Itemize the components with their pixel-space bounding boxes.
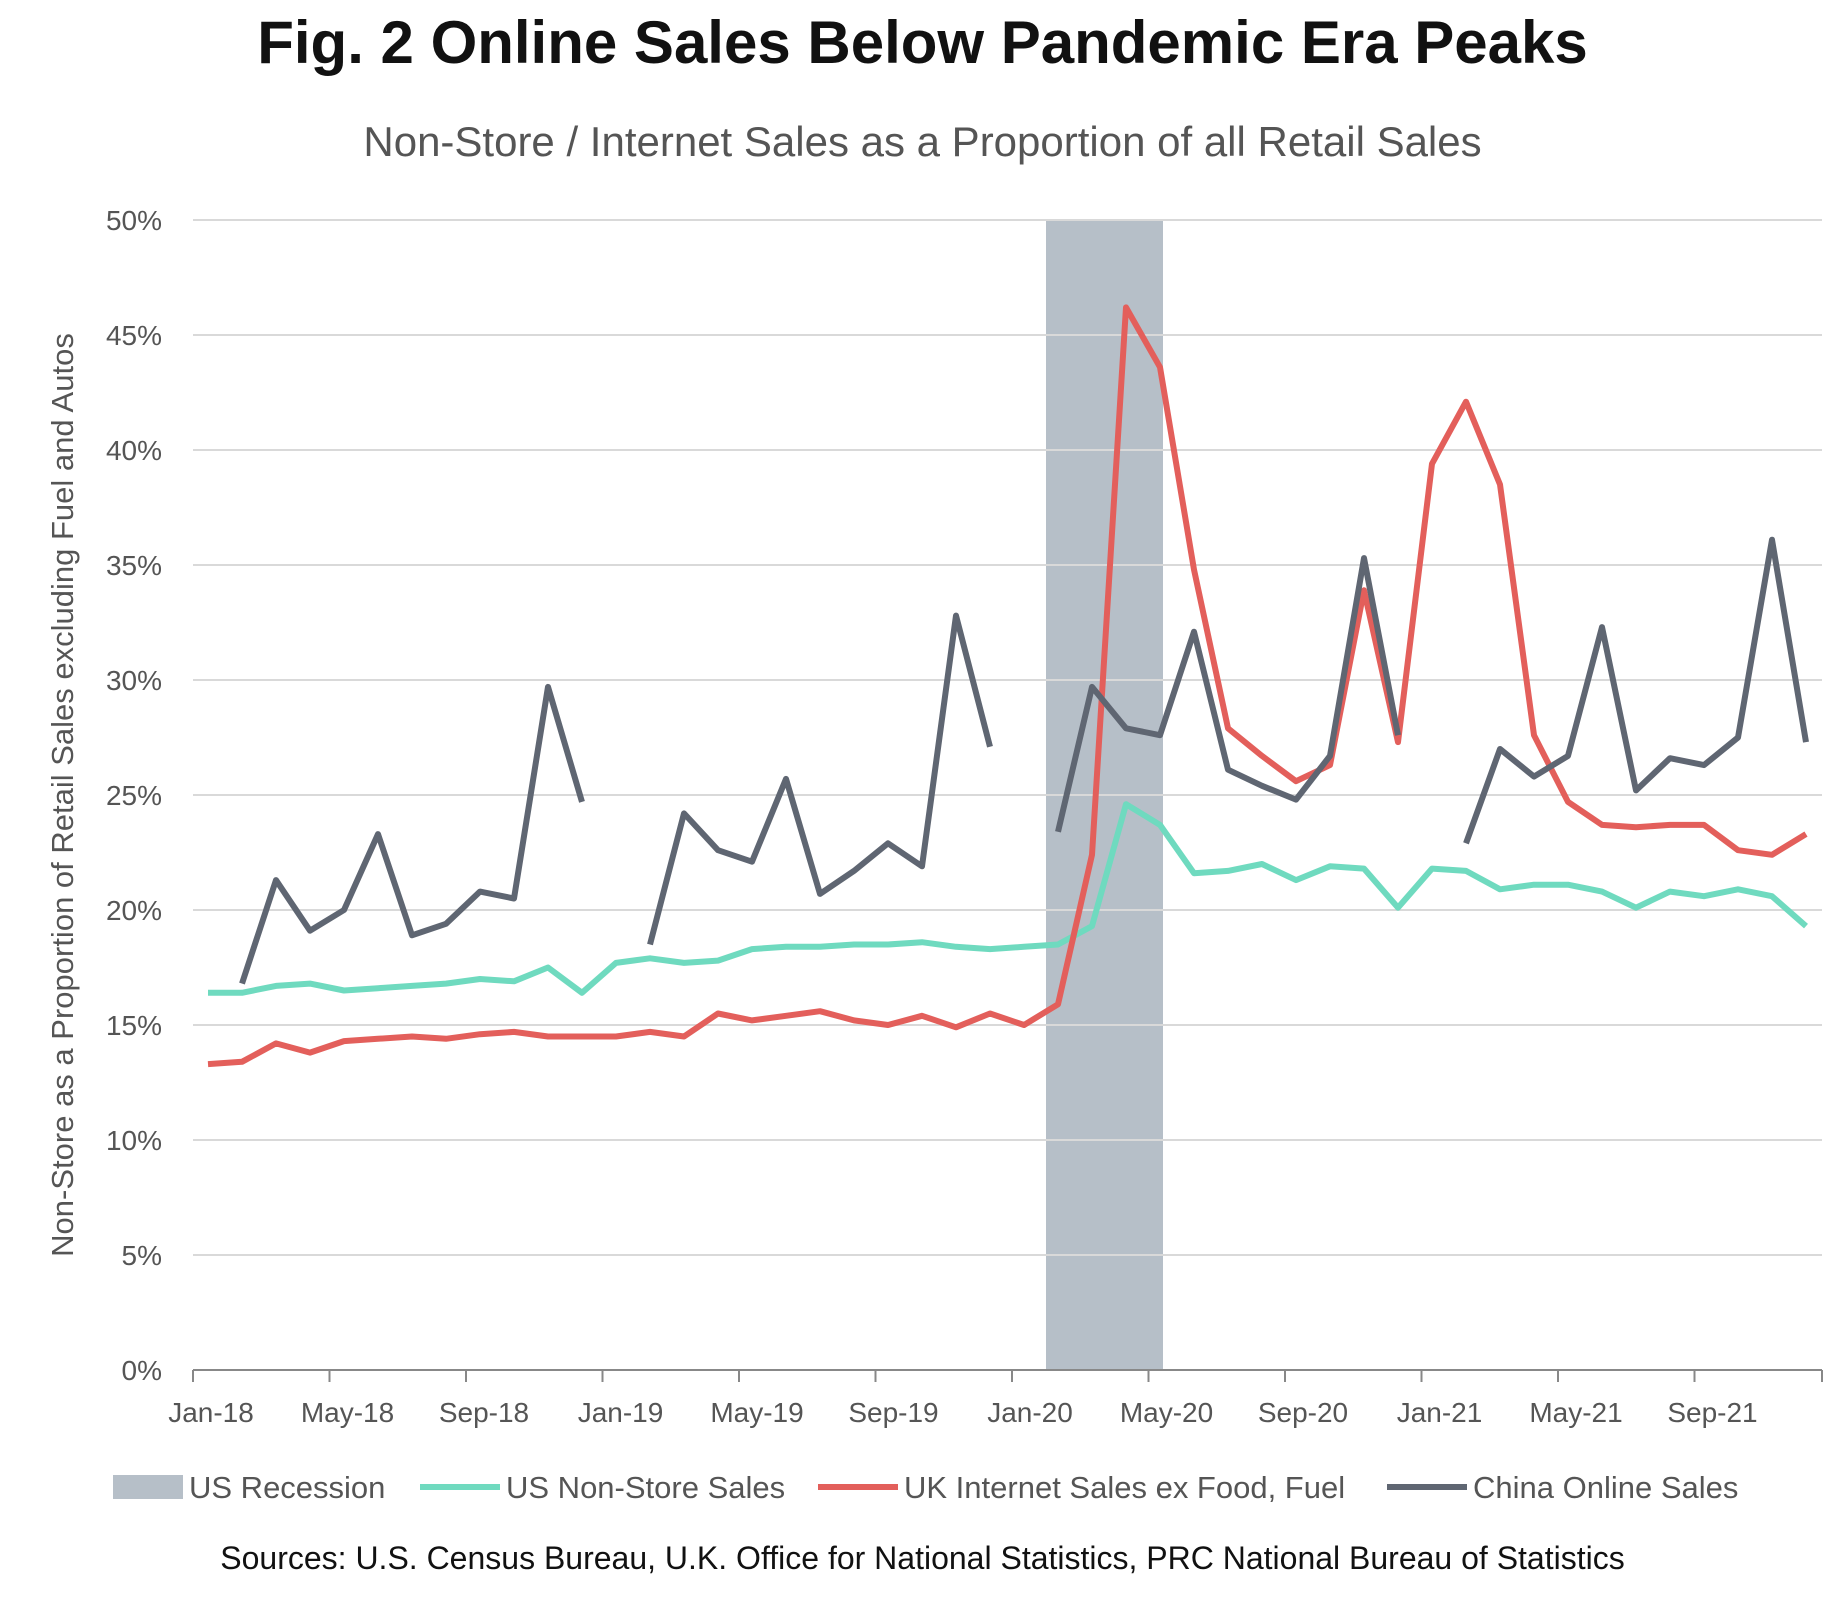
y-tick-label: 35% xyxy=(106,550,162,581)
x-tick-label: May-21 xyxy=(1529,1397,1622,1428)
x-tick-label: May-20 xyxy=(1120,1397,1213,1428)
sources-note: Sources: U.S. Census Bureau, U.K. Office… xyxy=(220,1540,1625,1576)
china-online-sales-line xyxy=(239,536,1809,985)
legend-uk-internet-sales: UK Internet Sales ex Food, Fuel xyxy=(818,1470,1345,1505)
x-tick-label: Jan-21 xyxy=(1397,1397,1483,1428)
x-tick-label: May-18 xyxy=(301,1397,394,1428)
legend-china-online-sales: China Online Sales xyxy=(1387,1470,1738,1505)
x-tick-label: Jan-19 xyxy=(578,1397,664,1428)
x-tick-label: Sep-20 xyxy=(1258,1397,1348,1428)
legend-label: UK Internet Sales ex Food, Fuel xyxy=(904,1470,1345,1505)
y-tick-label: 0% xyxy=(122,1355,162,1386)
y-tick-label: 10% xyxy=(106,1125,162,1156)
y-tick-label: 30% xyxy=(106,665,162,696)
legend-us-non-store-sales: US Non-Store Sales xyxy=(420,1470,785,1505)
y-tick-label: 40% xyxy=(106,435,162,466)
uk-internet-sales-line xyxy=(207,304,1808,1068)
y-tick-label: 25% xyxy=(106,780,162,811)
chart-title: Fig. 2 Online Sales Below Pandemic Era P… xyxy=(257,9,1588,76)
legend-label: China Online Sales xyxy=(1473,1470,1738,1505)
legend-label: US Recession xyxy=(189,1470,385,1505)
x-tick-label: Jan-20 xyxy=(987,1397,1073,1428)
x-tick-label: Sep-19 xyxy=(848,1397,938,1428)
legend-swatch xyxy=(113,1475,183,1499)
us-non-store-sales-line xyxy=(208,801,1808,996)
x-tick-label: Sep-18 xyxy=(439,1397,529,1428)
legend-us-recession: US Recession xyxy=(113,1470,385,1505)
y-tick-label: 45% xyxy=(106,320,162,351)
legend-label: US Non-Store Sales xyxy=(506,1470,785,1505)
x-tick-label: May-19 xyxy=(710,1397,803,1428)
y-tick-label: 50% xyxy=(106,205,162,236)
chart-subtitle: Non-Store / Internet Sales as a Proporti… xyxy=(363,118,1482,165)
x-tick-label: Jan-18 xyxy=(168,1397,254,1428)
y-tick-label: 15% xyxy=(106,1010,162,1041)
y-axis-title: Non-Store as a Proportion of Retail Sale… xyxy=(45,333,80,1257)
y-tick-label: 20% xyxy=(106,895,162,926)
x-tick-label: Sep-21 xyxy=(1667,1397,1757,1428)
y-tick-label: 5% xyxy=(122,1240,162,1271)
